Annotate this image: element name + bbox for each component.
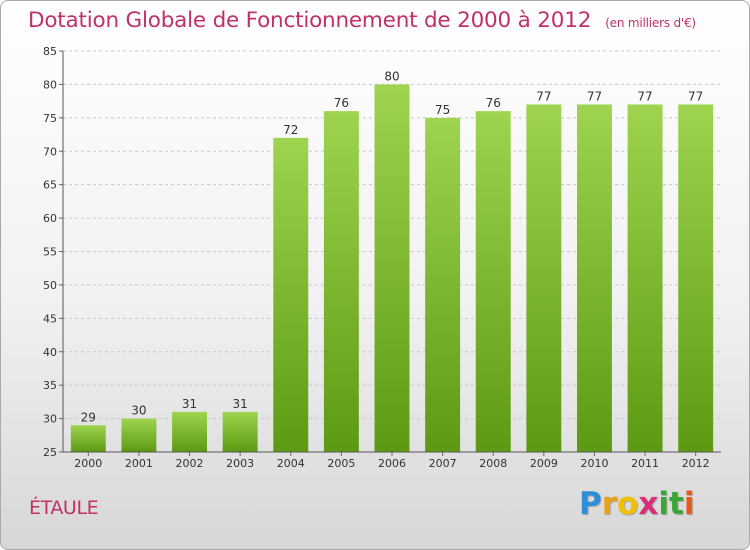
bar: [323, 111, 359, 453]
logo-letter: r: [601, 486, 618, 522]
x-tick-label: 2002: [176, 457, 204, 470]
chart-title: Dotation Globale de Fonctionnement de 20…: [28, 8, 696, 33]
y-tick-label: 80: [43, 78, 57, 91]
y-tick-label: 40: [43, 346, 57, 359]
proxiti-logo: Proxiti: [579, 486, 694, 522]
bar: [526, 104, 562, 452]
bar-value-label: 29: [81, 410, 96, 424]
bar-value-label: 72: [283, 123, 298, 137]
chart-title-text: Dotation Globale de Fonctionnement de 20…: [28, 8, 592, 33]
bar-value-label: 30: [131, 404, 146, 418]
bar-value-label: 80: [384, 69, 399, 83]
x-tick-label: 2003: [226, 457, 254, 470]
x-axis: 2000 2001 2002 2003 2004 2005 2006 2007 2008 2009…: [63, 451, 721, 470]
logo-letter: t: [668, 486, 684, 522]
logo-letter: i: [658, 486, 669, 522]
bar: [172, 411, 208, 452]
bar: [678, 104, 714, 452]
bar-value-label: 77: [536, 89, 551, 103]
bar-value-label: 31: [182, 397, 197, 411]
y-tick-label: 65: [43, 179, 57, 192]
place-name: ÉTAULE: [29, 497, 99, 519]
chart-subtitle: (en milliers d'€): [605, 16, 696, 30]
y-tick-label: 25: [43, 446, 57, 459]
bar: [576, 104, 612, 452]
y-tick-label: 70: [43, 145, 57, 158]
x-tick-label: 2012: [682, 457, 710, 470]
x-tick-label: 2007: [429, 457, 457, 470]
bar: [121, 418, 157, 452]
bar: [222, 411, 258, 452]
y-tick-label: 60: [43, 212, 57, 225]
bar-value-label: 77: [587, 89, 602, 103]
logo-letter: x: [638, 486, 659, 522]
bars: 29 30 31 31 72 76 80 75 76 77 77 77 77: [70, 69, 714, 453]
bar-value-label: 31: [233, 397, 248, 411]
bar: [70, 425, 106, 452]
bar: [273, 137, 309, 452]
bar-value-label: 75: [435, 103, 450, 117]
logo-letter: o: [617, 486, 639, 522]
logo-letter: P: [579, 486, 602, 522]
bar: [475, 111, 511, 453]
bar-value-label: 76: [334, 96, 349, 110]
y-tick-label: 50: [43, 279, 57, 292]
y-tick-label: 85: [43, 45, 57, 58]
y-tick-label: 75: [43, 112, 57, 125]
bar: [627, 104, 663, 452]
y-tick-label: 35: [43, 379, 57, 392]
x-tick-label: 2009: [530, 457, 558, 470]
x-tick-label: 2008: [479, 457, 507, 470]
y-tick-label: 45: [43, 312, 57, 325]
x-tick-label: 2010: [580, 457, 608, 470]
x-tick-label: 2004: [277, 457, 305, 470]
x-tick-label: 2006: [378, 457, 406, 470]
y-tick-label: 55: [43, 246, 57, 259]
logo-letter: i: [683, 486, 695, 522]
bar: [374, 84, 410, 453]
bar: [425, 117, 461, 452]
x-tick-label: 2001: [125, 457, 153, 470]
bar-value-label: 77: [637, 89, 652, 103]
x-tick-label: 2011: [631, 457, 659, 470]
x-tick-label: 2005: [327, 457, 355, 470]
bar-value-label: 76: [486, 96, 501, 110]
y-axis: 25 30 35 40 45 50 55 60 65 70 75 80 85: [43, 45, 64, 459]
bar-value-label: 77: [688, 89, 703, 103]
y-tick-label: 30: [43, 413, 57, 426]
x-tick-label: 2000: [74, 457, 102, 470]
